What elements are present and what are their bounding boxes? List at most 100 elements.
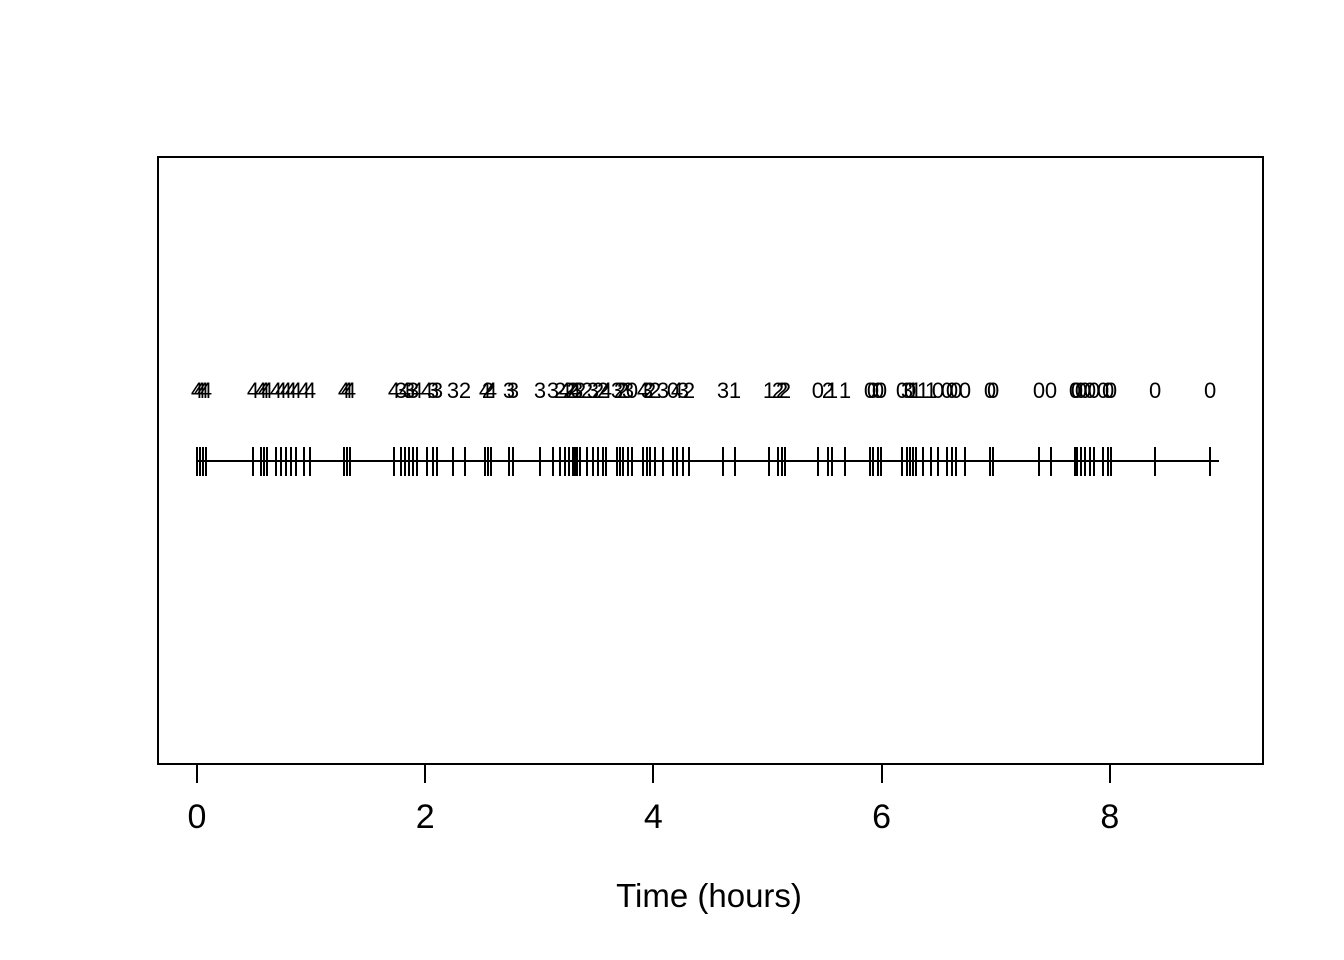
event-count-label: 4 bbox=[269, 378, 283, 403]
event-tick bbox=[767, 447, 770, 476]
event-count-label: 0 bbox=[931, 378, 945, 403]
event-count-label: 0 bbox=[871, 378, 885, 403]
event-tick bbox=[646, 447, 648, 476]
event-tick bbox=[290, 447, 293, 476]
event-tick bbox=[826, 447, 829, 476]
event-tick bbox=[909, 447, 911, 476]
event-tick bbox=[816, 447, 819, 476]
event-tick bbox=[260, 447, 262, 476]
event-count-label: 2 bbox=[591, 378, 605, 403]
event-count-label: 4 bbox=[558, 378, 572, 403]
event-count-label: 4 bbox=[670, 378, 684, 403]
event-tick bbox=[346, 447, 349, 476]
event-count-label: 4 bbox=[337, 378, 351, 403]
event-count-label: 1 bbox=[909, 378, 923, 403]
event-count-label: 2 bbox=[643, 378, 657, 403]
event-tick bbox=[574, 447, 576, 476]
event-tick bbox=[407, 447, 410, 476]
event-count-label: 4 bbox=[398, 378, 412, 403]
event-count-label: 0 bbox=[895, 378, 909, 403]
x-axis-tick bbox=[196, 764, 198, 783]
event-count-label: 3 bbox=[446, 378, 460, 403]
event-count-label: 2 bbox=[613, 378, 627, 403]
event-count-label: 0 bbox=[874, 378, 888, 403]
event-count-label: 4 bbox=[289, 378, 303, 403]
event-count-label: 0 bbox=[866, 378, 880, 403]
event-count-label: 0 bbox=[949, 378, 963, 403]
x-axis-tick-label: 4 bbox=[643, 798, 663, 836]
event-tick bbox=[780, 447, 783, 476]
event-tick bbox=[512, 447, 515, 476]
event-tick bbox=[1209, 447, 1212, 476]
x-axis-tick bbox=[880, 764, 883, 783]
event-count-label: 3 bbox=[546, 378, 560, 403]
event-tick bbox=[906, 447, 909, 476]
event-tick bbox=[507, 447, 510, 476]
event-tick bbox=[1093, 447, 1096, 476]
event-count-label: 1 bbox=[825, 378, 839, 403]
event-count-label: 2 bbox=[778, 378, 792, 403]
event-count-label: 4 bbox=[279, 378, 293, 403]
event-count-label: 0 bbox=[1078, 378, 1092, 403]
event-count-label: 4 bbox=[484, 378, 498, 403]
event-count-label: 3 bbox=[426, 378, 440, 403]
event-count-label: 1 bbox=[906, 378, 920, 403]
event-tick bbox=[579, 447, 582, 476]
event-tick bbox=[1076, 447, 1079, 476]
event-tick bbox=[342, 447, 345, 476]
event-count-label: 3 bbox=[570, 378, 584, 403]
event-count-label: 4 bbox=[193, 378, 207, 403]
event-tick bbox=[464, 447, 467, 476]
event-count-label: 2 bbox=[682, 378, 696, 403]
event-tick bbox=[922, 447, 925, 476]
event-tick bbox=[1154, 447, 1157, 476]
event-count-label: 0 bbox=[1148, 378, 1162, 403]
event-count-label: 4 bbox=[303, 378, 317, 403]
event-count-label: 2 bbox=[553, 378, 567, 403]
event-count-label: 3 bbox=[406, 378, 420, 403]
event-tick bbox=[426, 447, 429, 476]
event-count-label: 4 bbox=[410, 378, 424, 403]
event-tick bbox=[988, 447, 991, 476]
event-tick bbox=[642, 447, 645, 476]
event-count-label: 3 bbox=[640, 378, 654, 403]
event-tick bbox=[992, 447, 995, 476]
event-tick bbox=[349, 447, 351, 476]
event-count-label: 3 bbox=[394, 378, 408, 403]
event-count-label: 1 bbox=[728, 378, 742, 403]
x-axis-tick-label: 6 bbox=[872, 798, 892, 836]
event-tick bbox=[901, 447, 904, 476]
event-count-label: 4 bbox=[568, 378, 582, 403]
event-tick bbox=[648, 447, 651, 476]
event-count-label: 3 bbox=[676, 378, 690, 403]
event-count-label: 2 bbox=[648, 378, 662, 403]
event-tick bbox=[630, 447, 633, 476]
event-tick bbox=[1084, 447, 1087, 476]
event-tick bbox=[1050, 447, 1053, 476]
event-count-label: 1 bbox=[762, 378, 776, 403]
event-tick bbox=[880, 447, 883, 476]
event-count-label: 4 bbox=[297, 378, 311, 403]
event-count-label: 2 bbox=[562, 378, 576, 403]
event-count-label: 0 bbox=[625, 378, 639, 403]
event-tick bbox=[1080, 447, 1083, 476]
event-count-label: 2 bbox=[616, 378, 630, 403]
event-tick bbox=[295, 447, 298, 476]
event-count-label: 2 bbox=[580, 378, 594, 403]
event-tick bbox=[538, 447, 541, 476]
event-tick bbox=[1073, 447, 1076, 476]
event-count-label: 4 bbox=[190, 378, 204, 403]
event-tick bbox=[551, 447, 554, 476]
event-count-label: 1 bbox=[838, 378, 852, 403]
event-count-label: 0 bbox=[986, 378, 1000, 403]
event-tick bbox=[776, 447, 779, 476]
event-count-label: 2 bbox=[821, 378, 835, 403]
event-tick bbox=[1110, 447, 1113, 476]
event-tick bbox=[585, 447, 588, 476]
event-tick bbox=[262, 447, 265, 476]
event-count-label: 0 bbox=[940, 378, 954, 403]
event-count-label: 0 bbox=[1083, 378, 1097, 403]
event-tick bbox=[567, 447, 570, 476]
event-tick bbox=[431, 447, 434, 476]
event-tick bbox=[868, 447, 871, 476]
